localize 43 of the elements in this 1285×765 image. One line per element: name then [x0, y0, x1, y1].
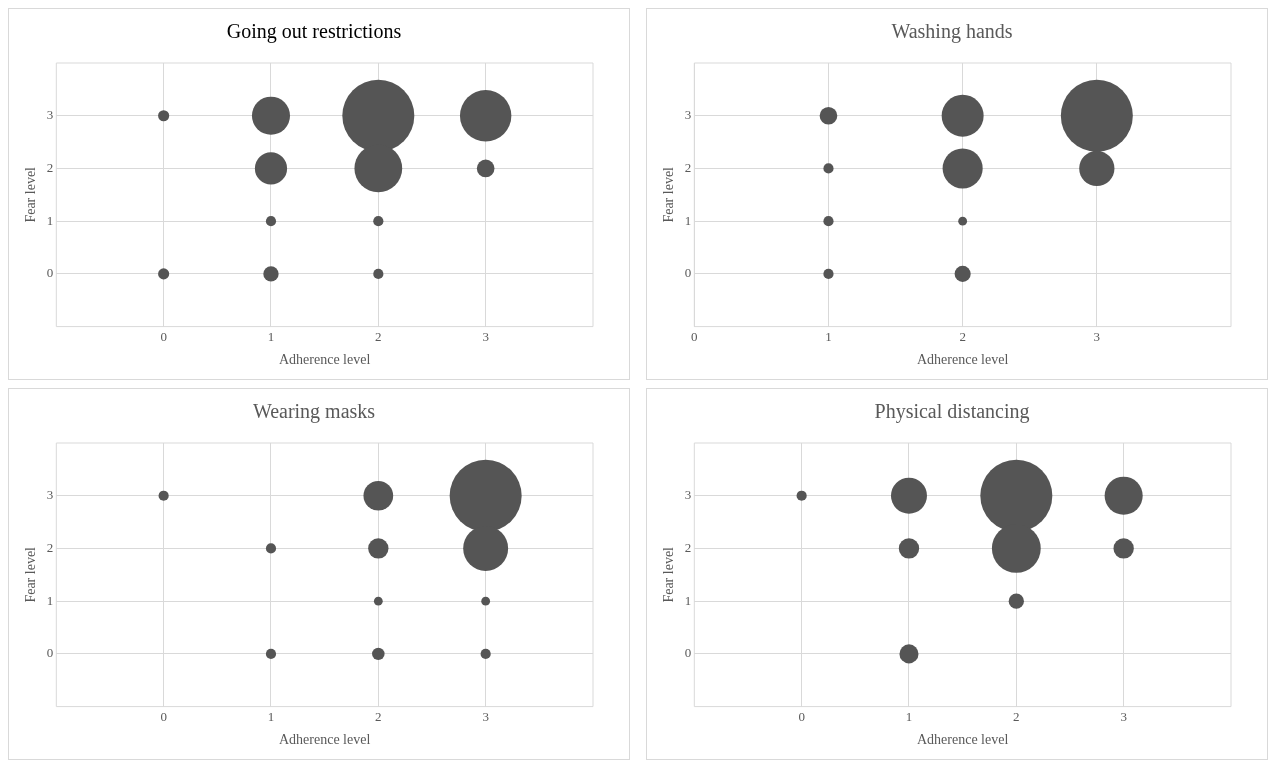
x-axis-title: Adherence level: [916, 732, 1009, 748]
x-tick-label: 0: [798, 708, 805, 724]
y-tick-label: 0: [46, 265, 54, 281]
x-tick-label: 2: [375, 708, 382, 724]
chart-title: Washing hands: [891, 20, 1013, 44]
y-tick-label: 3: [46, 107, 54, 123]
y-tick-label: 3: [684, 487, 692, 503]
chart-title: Wearing masks: [252, 400, 376, 424]
x-tick-label: 3: [1120, 708, 1127, 724]
x-axis-title: Adherence level: [916, 352, 1009, 368]
y-tick-label: 2: [46, 159, 54, 175]
y-tick-label: 3: [46, 487, 54, 503]
y-axis-title: Fear level: [661, 166, 677, 223]
x-tick-label: 1: [267, 328, 275, 344]
y-tick-label: 1: [46, 592, 54, 608]
y-tick-label: 1: [684, 212, 692, 228]
chart-title: Going out restrictions: [226, 20, 402, 44]
x-tick-label: 3: [482, 328, 489, 344]
y-tick-label: 3: [684, 107, 692, 123]
x-axis-title: Adherence level: [278, 352, 371, 368]
y-tick-label: 2: [46, 539, 54, 555]
x-tick-label: 2: [1013, 708, 1020, 724]
x-tick-label: 3: [1093, 328, 1101, 344]
y-tick-label: 1: [684, 592, 692, 608]
x-tick-label: 2: [375, 328, 382, 344]
y-tick-label: 0: [684, 265, 692, 281]
x-axis-title: Adherence level: [278, 732, 371, 748]
x-tick-label: 0: [160, 328, 167, 344]
x-tick-label: 1: [825, 328, 832, 344]
y-axis-title: Fear level: [661, 546, 677, 603]
y-axis-title: Fear level: [23, 166, 39, 223]
y-tick-label: 0: [46, 645, 54, 661]
y-tick-label: 2: [684, 159, 692, 175]
x-tick-label: 1: [267, 708, 275, 724]
x-tick-label: 2: [959, 328, 966, 344]
y-tick-label: 2: [684, 539, 692, 555]
y-tick-label: 0: [684, 645, 692, 661]
x-tick-label: 3: [482, 708, 489, 724]
chart-title: Physical distancing: [874, 400, 1030, 424]
y-axis-title: Fear level: [23, 546, 39, 603]
y-tick-label: 1: [46, 212, 54, 228]
x-tick-label: 1: [905, 708, 913, 724]
x-tick-label: 0: [160, 708, 167, 724]
